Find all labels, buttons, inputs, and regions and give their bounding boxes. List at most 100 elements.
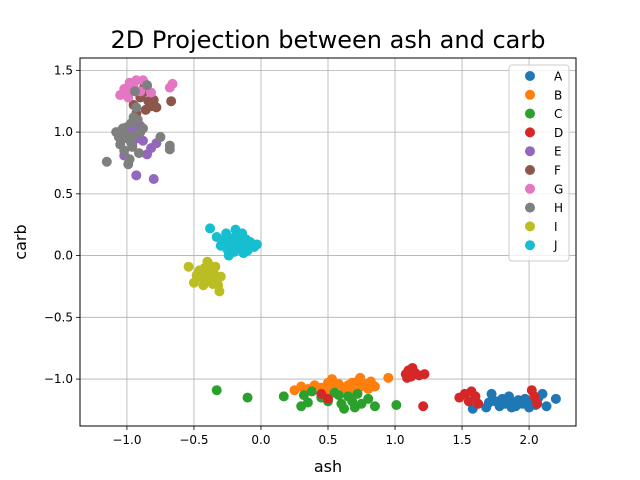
data-point [113, 132, 124, 143]
data-point [101, 156, 112, 167]
y-tick-label: 0.5 [54, 187, 73, 201]
data-point [164, 144, 175, 155]
legend-marker [525, 202, 535, 213]
data-point [227, 241, 238, 252]
data-point [473, 398, 484, 409]
legend-label: I [554, 220, 558, 234]
data-point [183, 261, 194, 272]
y-axis-ticks: −1.0 −0.5 0.0 0.5 1.0 1.5 [44, 63, 80, 386]
legend-label: A [554, 70, 563, 84]
y-tick-label: −1.0 [44, 372, 73, 386]
data-point [133, 148, 144, 159]
data-point [131, 102, 142, 113]
data-point [369, 381, 380, 392]
data-point [155, 132, 166, 143]
data-point [128, 112, 139, 123]
data-point [151, 102, 162, 113]
data-point [302, 397, 313, 408]
series-J [205, 223, 262, 261]
data-point [124, 154, 135, 165]
data-point [166, 96, 177, 107]
data-point [486, 388, 497, 399]
legend-label: G [554, 182, 563, 196]
data-point [131, 170, 142, 181]
series-D [316, 362, 543, 412]
y-tick-label: 1.5 [54, 63, 73, 77]
data-point [419, 369, 430, 380]
data-point [138, 123, 149, 134]
data-point [339, 403, 350, 414]
data-point [306, 386, 317, 397]
data-point [349, 402, 360, 413]
data-point [202, 256, 213, 267]
legend-label: F [554, 164, 561, 178]
data-point [146, 87, 157, 98]
data-point [298, 390, 309, 401]
x-tick-label: 2.0 [520, 433, 539, 447]
legend-box [508, 64, 570, 262]
data-point [211, 385, 222, 396]
data-point [316, 388, 327, 399]
legend-marker [525, 108, 535, 119]
legend-label: E [554, 145, 562, 159]
x-tick-label: 1.0 [385, 433, 404, 447]
data-point [123, 92, 134, 103]
data-point [215, 271, 226, 282]
legend-marker [525, 240, 535, 251]
legend-label: C [554, 107, 562, 121]
data-point [355, 372, 366, 383]
data-point [119, 145, 130, 156]
data-point [481, 402, 492, 413]
data-point [537, 388, 548, 399]
data-point [506, 402, 517, 413]
legend-marker [525, 89, 535, 100]
data-point [167, 78, 178, 89]
data-point [129, 86, 140, 97]
y-tick-label: 1.0 [54, 125, 73, 139]
data-point [205, 223, 216, 234]
legend-label: H [554, 201, 563, 215]
series-I [183, 256, 226, 297]
y-tick-label: 0.0 [54, 249, 73, 263]
legend-marker [525, 221, 535, 232]
legend-label: D [554, 126, 563, 140]
data-point [550, 393, 561, 404]
y-tick-label: −0.5 [44, 310, 73, 324]
y-axis-label: carb [11, 224, 30, 259]
data-points [101, 75, 561, 414]
legend-label: J [553, 239, 558, 253]
data-point [363, 393, 374, 404]
data-point [214, 286, 225, 297]
data-point [333, 390, 344, 401]
data-point [251, 239, 262, 250]
data-point [142, 80, 153, 91]
data-point [369, 401, 380, 412]
x-axis-label: ash [314, 457, 342, 476]
grid-lines [80, 58, 576, 426]
data-point [234, 232, 245, 243]
chart-title: 2D Projection between ash and carb [111, 26, 546, 54]
data-point [195, 266, 206, 277]
legend-marker [525, 127, 535, 138]
data-point [418, 401, 429, 412]
data-point [327, 374, 338, 385]
data-point [383, 372, 394, 383]
x-tick-label: 0.5 [318, 433, 337, 447]
data-point [391, 400, 402, 411]
data-point [242, 392, 253, 403]
legend-marker [525, 71, 535, 81]
data-point [402, 372, 413, 383]
legend-marker [525, 183, 535, 194]
x-tick-label: 0.0 [251, 433, 270, 447]
data-point [125, 136, 136, 147]
data-point [352, 388, 363, 399]
data-point [223, 250, 234, 261]
x-tick-label: −1.0 [112, 433, 141, 447]
x-axis-ticks: −1.0 −0.5 0.0 0.5 1.0 1.5 2.0 [112, 426, 539, 447]
data-point [210, 261, 221, 272]
legend-label: B [554, 88, 562, 102]
series-H [101, 80, 175, 170]
legend-marker [525, 146, 535, 157]
x-tick-label: 1.5 [453, 433, 472, 447]
